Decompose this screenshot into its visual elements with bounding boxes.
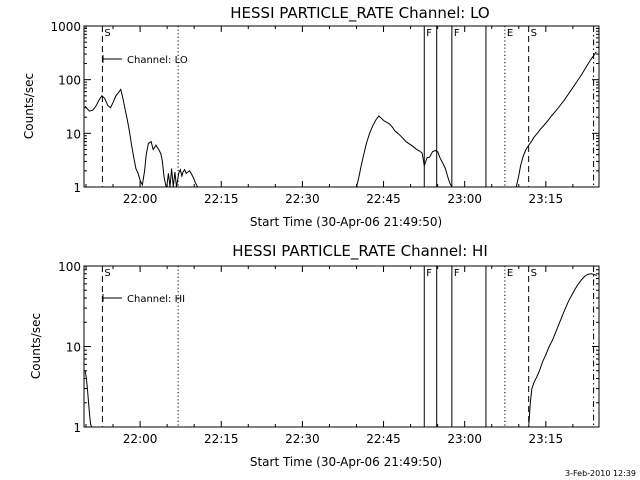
panel-hi-vline-label-0: S	[104, 268, 110, 279]
panel-lo-series-segment-0	[84, 88, 167, 188]
panel-lo-x-tick-label-0: 22:00	[123, 192, 158, 206]
panel-lo-x-tick-label-3: 22:45	[366, 192, 401, 206]
panel-lo-x-tick-label-5: 23:15	[529, 192, 564, 206]
generation-timestamp: 3-Feb-2010 12:39	[565, 469, 636, 478]
panel-lo-x-tick-label-2: 22:30	[285, 192, 320, 206]
panel-hi-ticks: 22:00 22:15 22:30 22:45 23:00 23:15 1 10 100	[58, 260, 599, 446]
panel-lo: HESSI PARTICLE_RATE Channel: LO S F F E S 22…	[22, 4, 600, 229]
panel-lo-series-segment-2	[356, 115, 453, 188]
panel-lo-x-tick-label-4: 23:00	[447, 192, 482, 206]
panel-hi-y-tick-label-1: 10	[66, 341, 81, 355]
panel-lo-y-axis-label: Counts/sec	[22, 73, 36, 139]
panel-hi-vline-label-2: F	[426, 268, 432, 279]
panel-lo-legend-label: Channel: LO	[127, 55, 188, 66]
panel-lo-vline-label-4: F	[454, 28, 460, 39]
panel-lo-vline-label-7: S	[531, 28, 537, 39]
panel-lo-data-line	[84, 51, 597, 188]
panel-hi-x-tick-label-3: 22:45	[366, 432, 401, 446]
panel-lo-y-tick-label-0: 1	[73, 181, 81, 195]
panel-lo-ticks: 22:00 22:15 22:30 22:45 23:00 23:15 1 10 100 1000	[50, 20, 599, 206]
panel-hi-vline-label-6: E	[507, 268, 513, 279]
panel-lo-title: HESSI PARTICLE_RATE Channel: LO	[230, 4, 489, 23]
panel-hi-vline-label-7: S	[531, 268, 537, 279]
panel-lo-series-segment-3	[515, 51, 597, 188]
panel-hi-x-tick-label-2: 22:30	[285, 432, 320, 446]
panel-hi-series-segment-0	[84, 370, 93, 428]
panel-lo-vline-label-2: F	[426, 28, 432, 39]
panel-lo-vline-label-0: S	[104, 28, 110, 39]
panel-lo-legend: Channel: LO	[102, 55, 188, 66]
panel-hi-vline-label-4: F	[454, 268, 460, 279]
panel-hi-y-tick-label-0: 1	[73, 421, 81, 435]
panel-hi-legend-label: Channel: HI	[127, 294, 185, 305]
panel-lo-plot-frame	[83, 25, 600, 188]
panel-hi: HESSI PARTICLE_RATE Channel: HI S F F E S 22…	[29, 242, 600, 469]
panel-hi-x-tick-label-0: 22:00	[123, 432, 158, 446]
panel-hi-data-line	[84, 273, 597, 428]
panel-lo-y-tick-label-3: 1000	[50, 20, 81, 34]
panel-hi-y-axis-label: Counts/sec	[29, 313, 43, 379]
panel-lo-vline-label-6: E	[507, 28, 513, 39]
panel-hi-legend: Channel: HI	[102, 294, 185, 305]
panel-lo-series-segment-1	[166, 168, 199, 188]
panel-lo-x-tick-label-1: 22:15	[204, 192, 239, 206]
panel-hi-x-axis-label: Start Time (30-Apr-06 21:49:50)	[250, 455, 442, 469]
panel-lo-x-axis-label: Start Time (30-Apr-06 21:49:50)	[250, 215, 442, 229]
panel-hi-x-tick-label-1: 22:15	[204, 432, 239, 446]
panel-hi-series-segment-1	[528, 273, 597, 428]
panel-hi-plot-frame	[83, 265, 600, 428]
panel-hi-y-tick-label-2: 100	[58, 260, 81, 274]
panel-hi-x-tick-label-4: 23:00	[447, 432, 482, 446]
panel-hi-x-tick-label-5: 23:15	[529, 432, 564, 446]
panel-hi-title: HESSI PARTICLE_RATE Channel: HI	[232, 242, 488, 261]
panel-lo-y-tick-label-2: 100	[58, 74, 81, 88]
panel-lo-y-tick-label-1: 10	[66, 127, 81, 141]
